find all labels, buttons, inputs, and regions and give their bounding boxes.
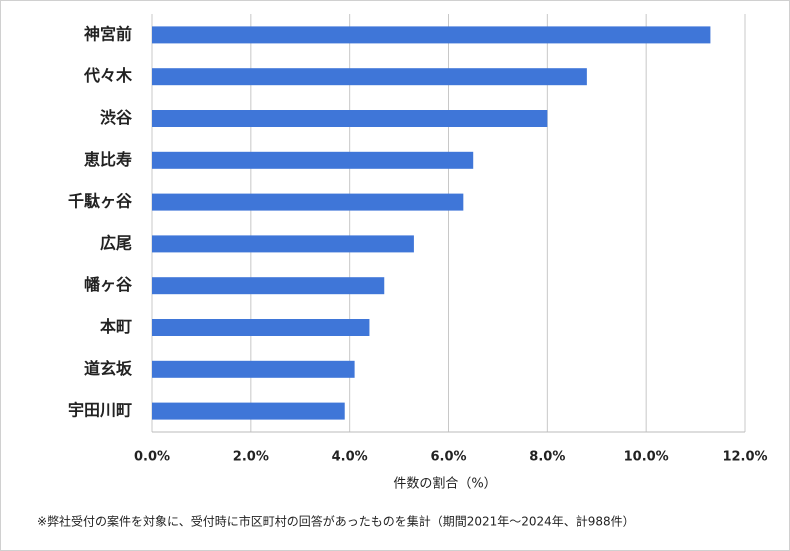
- bar: [152, 151, 474, 169]
- bar: [152, 319, 370, 336]
- bar: [152, 360, 355, 378]
- x-axis-label: 件数の割合（%）: [393, 476, 496, 492]
- y-tick-label: 恵比寿: [84, 150, 132, 169]
- y-tick-label: 道玄坂: [84, 359, 133, 378]
- bar: [152, 193, 464, 211]
- y-tick-label: 宇田川町: [68, 401, 132, 420]
- x-tick-label: 12.0%: [722, 450, 767, 465]
- x-tick-label: 0.0%: [134, 450, 170, 465]
- y-tick-label: 千駄ヶ谷: [68, 192, 133, 211]
- x-tick-label: 2.0%: [233, 450, 269, 465]
- x-tick-label: 10.0%: [624, 450, 669, 465]
- bar: [152, 402, 345, 420]
- x-tick-label: 6.0%: [430, 450, 466, 465]
- bar: [152, 277, 385, 295]
- y-tick-label: 神宮前: [84, 24, 132, 43]
- y-tick-label: 幡ヶ谷: [84, 275, 133, 294]
- x-tick-label: 8.0%: [529, 450, 565, 465]
- x-tick-label: 4.0%: [332, 450, 368, 465]
- y-tick-label: 代々木: [83, 66, 133, 85]
- y-tick-label: 本町: [100, 317, 132, 336]
- bar: [152, 235, 414, 253]
- footnote: ※弊社受付の案件を対象に、受付時に市区町村の回答があったものを集計（期間2021…: [37, 514, 635, 529]
- bar: [152, 110, 548, 127]
- bar: [152, 68, 587, 86]
- bar: [152, 26, 711, 44]
- y-tick-label: 広尾: [100, 233, 132, 252]
- y-tick-label: 渋谷: [100, 108, 133, 127]
